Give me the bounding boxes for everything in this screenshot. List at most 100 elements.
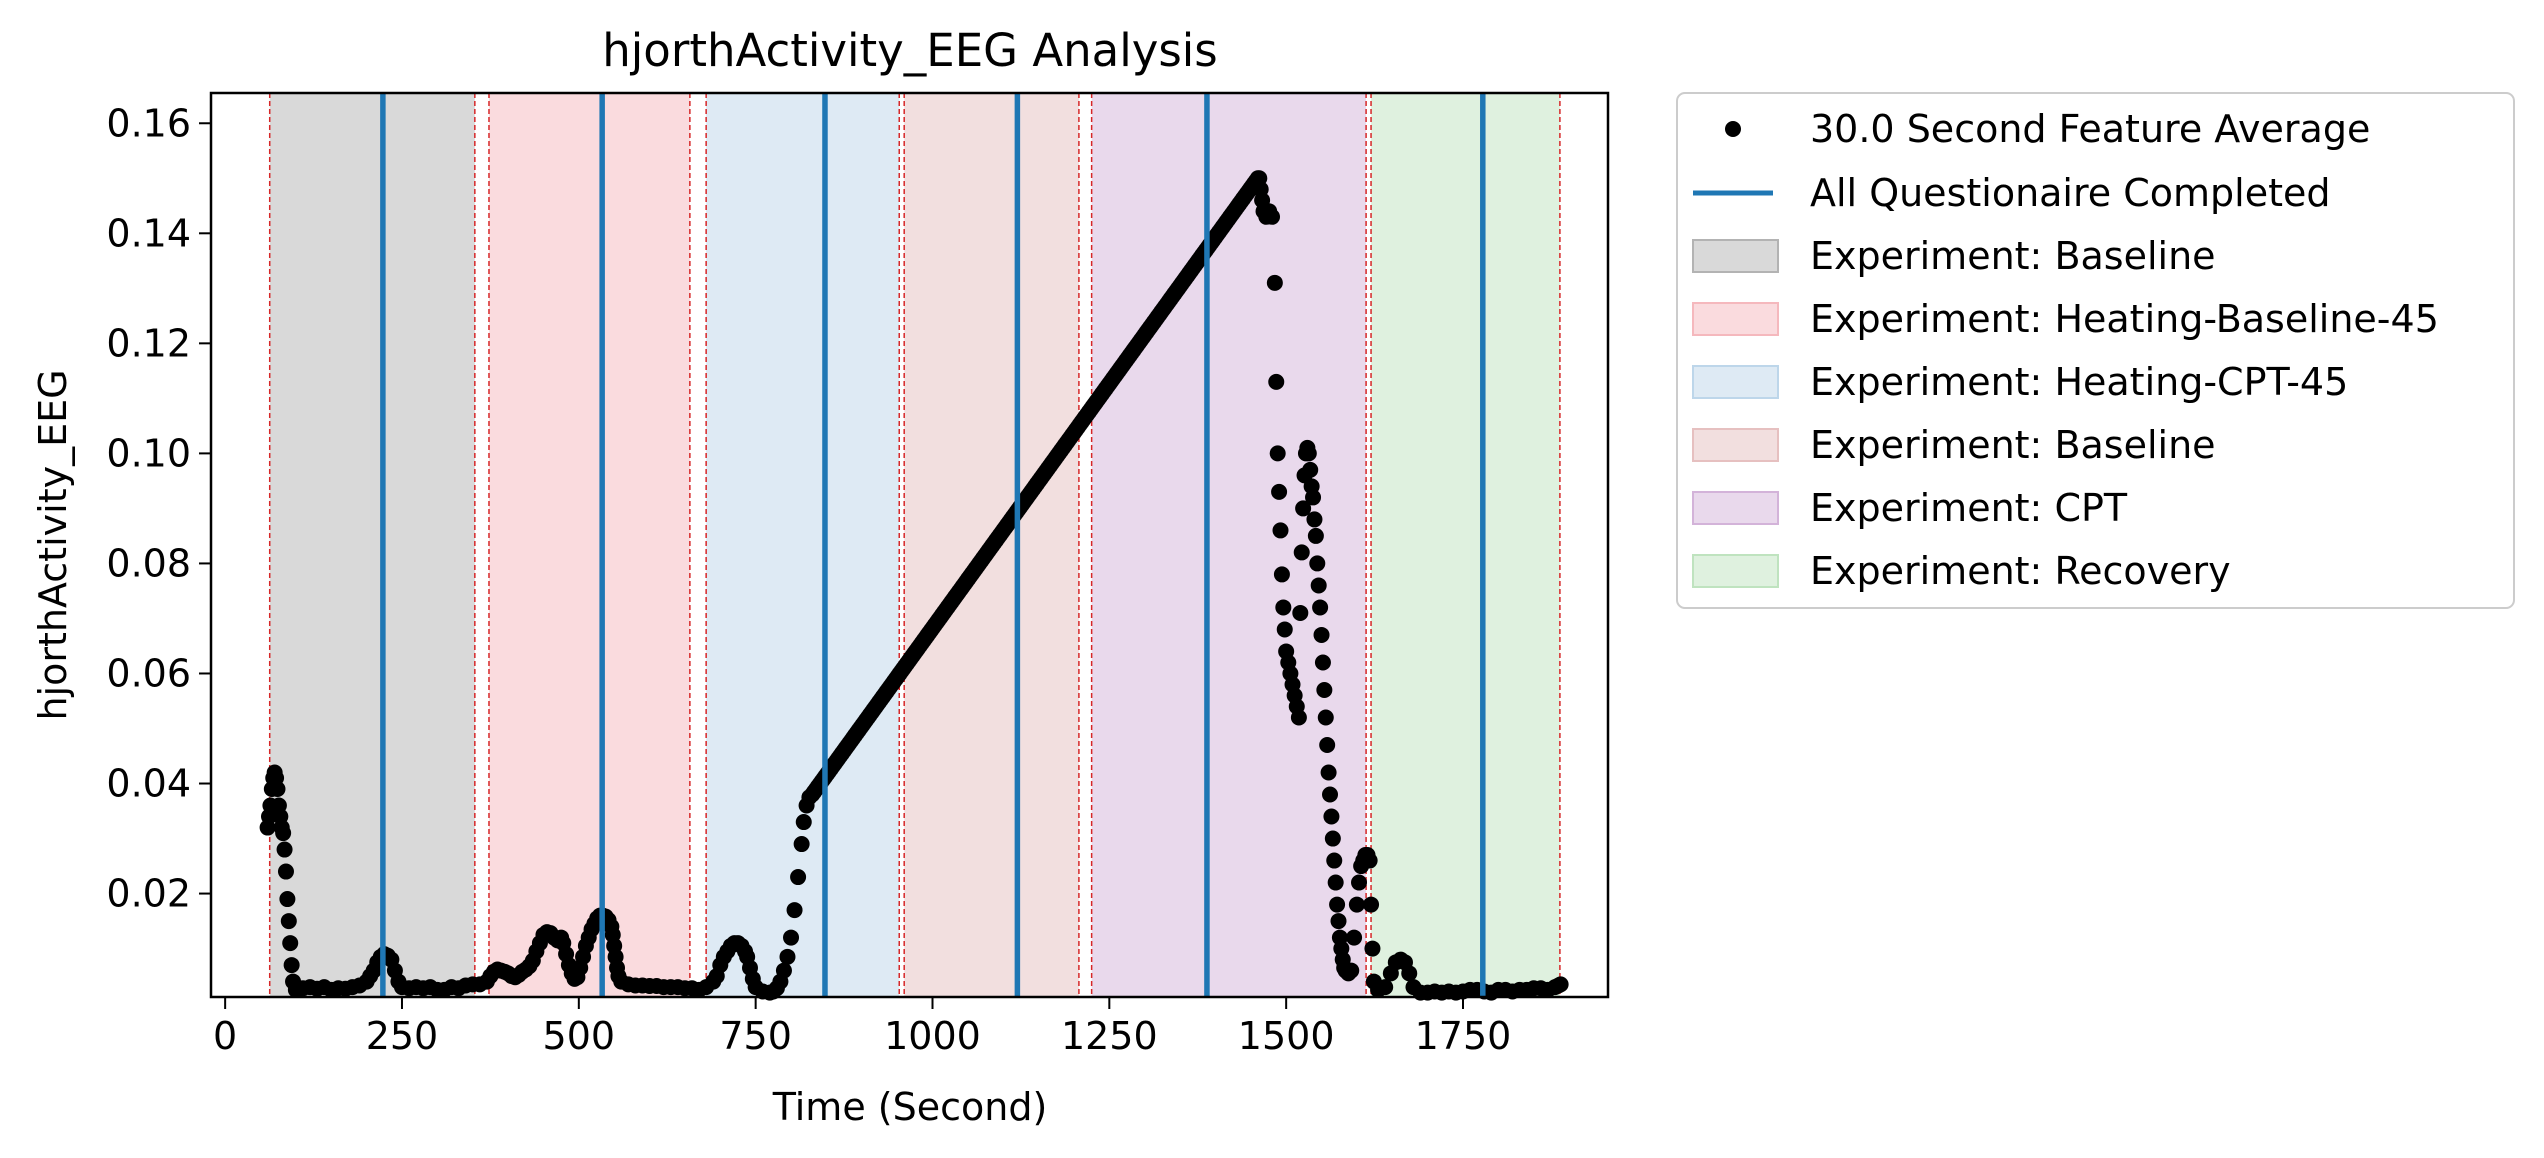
legend-label-span-0: Experiment: Baseline <box>1810 234 2216 278</box>
data-point <box>1317 709 1334 726</box>
data-point <box>1351 874 1368 891</box>
y-tick-label: 0.12 <box>106 321 191 365</box>
data-point <box>280 913 297 930</box>
legend-swatch-2 <box>1692 365 1779 399</box>
legend-label-span-1: Experiment: Heating-Baseline-45 <box>1810 297 2439 341</box>
data-point <box>790 869 807 886</box>
data-point <box>1319 737 1336 754</box>
legend-swatch-5 <box>1692 554 1779 588</box>
data-point <box>1343 962 1360 979</box>
data-point <box>1346 929 1363 946</box>
span-2 <box>706 93 900 997</box>
data-point <box>1276 621 1293 638</box>
data-point <box>1310 577 1327 594</box>
data-point <box>279 891 296 908</box>
questionnaire-lines <box>380 93 1486 997</box>
data-point <box>1314 654 1331 671</box>
data-point <box>269 781 286 798</box>
data-point <box>1377 979 1394 996</box>
data-point <box>1324 830 1341 847</box>
data-points <box>259 170 1569 1001</box>
data-point <box>1271 483 1288 500</box>
data-point <box>1272 522 1289 539</box>
y-tick-label: 0.06 <box>106 651 191 695</box>
data-point <box>1268 373 1285 390</box>
span-0 <box>269 93 475 997</box>
data-point <box>1292 604 1309 621</box>
data-point <box>1302 461 1319 478</box>
x-tick-label: 1250 <box>1061 1014 1158 1058</box>
data-point <box>1361 852 1378 869</box>
data-point <box>795 814 812 831</box>
data-point <box>1293 544 1310 561</box>
legend-frame <box>1676 92 2515 609</box>
legend-swatch-4 <box>1692 491 1779 525</box>
data-point <box>1363 896 1380 913</box>
data-point <box>1348 896 1365 913</box>
x-tick-label: 250 <box>366 1014 439 1058</box>
y-tick-label: 0.04 <box>106 762 191 806</box>
legend: 30.0 Second Feature Average All Question… <box>1676 92 2515 609</box>
legend-label-span-4: Experiment: CPT <box>1810 486 2128 530</box>
data-point <box>1305 489 1322 506</box>
data-point <box>276 841 293 858</box>
x-tick-label: 750 <box>719 1014 792 1058</box>
data-point <box>775 962 792 979</box>
data-point <box>1269 445 1286 462</box>
y-tick-label: 0.16 <box>106 101 191 145</box>
plot-frame <box>209 91 1610 999</box>
x-tick-label: 500 <box>543 1014 616 1058</box>
x-tick-label: 1000 <box>884 1014 981 1058</box>
data-point <box>275 825 292 842</box>
legend-swatch-3 <box>1692 428 1779 462</box>
legend-label-vlines: All Questionaire Completed <box>1810 171 2331 215</box>
data-point <box>1326 852 1343 869</box>
legend-label-points: 30.0 Second Feature Average <box>1810 107 2370 151</box>
data-point <box>783 929 800 946</box>
data-point <box>1290 709 1307 726</box>
x-axis-ticks: 0 250 500 750 1000 1250 1500 1750 <box>213 997 1511 1058</box>
x-tick-label: 1750 <box>1415 1014 1512 1058</box>
data-point <box>1323 808 1340 825</box>
data-point <box>1329 896 1346 913</box>
data-point <box>1320 764 1337 781</box>
data-point <box>1364 940 1381 957</box>
y-axis-title: hjorthActivity_EEG <box>31 369 75 720</box>
data-point <box>1316 681 1333 698</box>
data-point <box>786 902 803 919</box>
experiment-spans <box>268 93 1561 997</box>
y-tick-label: 0.02 <box>106 872 191 916</box>
data-point <box>277 863 294 880</box>
legend-label-span-2: Experiment: Heating-CPT-45 <box>1810 360 2348 404</box>
y-tick-label: 0.08 <box>106 541 191 585</box>
data-point <box>1273 566 1290 583</box>
legend-label-span-3: Experiment: Baseline <box>1810 423 2216 467</box>
data-point <box>1307 527 1324 544</box>
data-point <box>779 948 796 965</box>
data-point <box>1327 874 1344 891</box>
span-1 <box>488 93 690 997</box>
y-tick-label: 0.14 <box>106 211 191 255</box>
y-axis-ticks: 0.02 0.04 0.06 0.08 0.10 0.12 0.14 0.16 <box>106 101 211 916</box>
span-4 <box>1091 93 1367 997</box>
data-point <box>1322 786 1339 803</box>
data-point <box>1330 913 1347 930</box>
data-point <box>1309 555 1326 572</box>
data-point <box>1312 599 1329 616</box>
data-point <box>1401 965 1418 982</box>
data-point <box>793 836 810 853</box>
x-tick-label: 1500 <box>1238 1014 1335 1058</box>
legend-marker-points <box>1725 121 1741 137</box>
x-axis-title: Time (Second) <box>772 1085 1048 1129</box>
span-5 <box>1371 93 1560 997</box>
data-point <box>1306 511 1323 528</box>
x-tick-label: 0 <box>213 1014 237 1058</box>
y-tick-label: 0.10 <box>106 431 191 475</box>
legend-swatch-1 <box>1692 302 1779 336</box>
data-point <box>1275 599 1292 616</box>
legend-swatch-0 <box>1692 239 1779 273</box>
data-point <box>1313 626 1330 643</box>
legend-label-span-5: Experiment: Recovery <box>1810 549 2231 593</box>
chart-title: hjorthActivity_EEG Analysis <box>602 24 1217 77</box>
